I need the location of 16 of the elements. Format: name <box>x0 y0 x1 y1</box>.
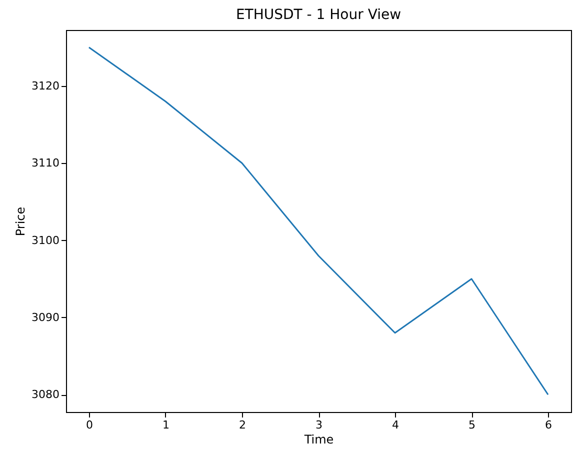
x-tick-label: 5 <box>468 418 476 432</box>
x-tick-label: 3 <box>316 418 322 432</box>
x-tick-label: 2 <box>238 418 246 432</box>
x-tick-label: 4 <box>392 418 400 432</box>
chart-title: ETHUSDT - 1 Hour View <box>236 7 402 23</box>
y-tick-label: 3120 <box>32 79 60 92</box>
y-tick-label: 3090 <box>32 310 60 324</box>
x-tick-label: 1 <box>162 418 170 432</box>
x-tick-label: 0 <box>86 418 93 432</box>
y-axis-title: Price <box>14 206 28 236</box>
x-tick-label: 6 <box>545 418 552 432</box>
x-axis-title: Time <box>303 432 334 446</box>
y-tick-label: 3110 <box>32 156 60 170</box>
line-series <box>88 46 549 396</box>
y-tick-label: 3080 <box>32 388 60 402</box>
y-tick-label: 3100 <box>32 234 60 247</box>
